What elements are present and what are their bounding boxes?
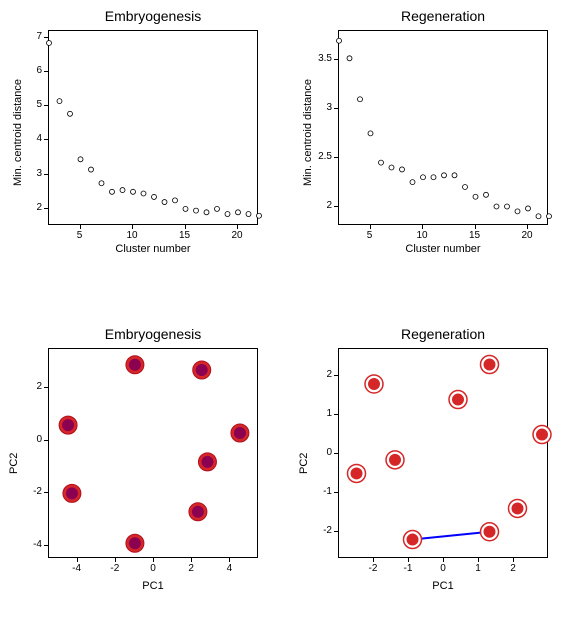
y-tick bbox=[334, 206, 338, 207]
y-tick bbox=[334, 157, 338, 158]
ylabel-tr: Min. centroid distance bbox=[302, 66, 314, 186]
x-tick-label: 4 bbox=[214, 563, 244, 574]
y-tick bbox=[334, 414, 338, 415]
x-tick bbox=[370, 225, 371, 229]
x-tick-label: 2 bbox=[176, 563, 206, 574]
y-tick bbox=[334, 453, 338, 454]
y-tick bbox=[44, 174, 48, 175]
plot-tr bbox=[338, 30, 548, 225]
x-tick bbox=[408, 558, 409, 562]
y-tick-label: -1 bbox=[306, 486, 332, 497]
x-tick bbox=[80, 225, 81, 229]
y-tick bbox=[44, 71, 48, 72]
x-tick bbox=[77, 558, 78, 562]
y-tick bbox=[334, 492, 338, 493]
x-tick-label: -1 bbox=[393, 563, 423, 574]
x-tick-label: 1 bbox=[463, 563, 493, 574]
y-tick-label: 2 bbox=[16, 381, 42, 392]
y-tick-label: 0 bbox=[16, 434, 42, 445]
figure-grid: Embryogenesis Min. centroid distance Clu… bbox=[0, 0, 581, 626]
plot-br bbox=[338, 348, 548, 558]
x-tick-label: 15 bbox=[460, 230, 490, 241]
xlabel-bl: PC1 bbox=[48, 580, 258, 592]
plot-svg-bl bbox=[49, 349, 259, 559]
x-tick-label: -2 bbox=[100, 563, 130, 574]
y-tick-label: 2.5 bbox=[306, 151, 332, 162]
plot-svg-br bbox=[339, 349, 549, 559]
x-tick bbox=[132, 225, 133, 229]
x-tick-label: 10 bbox=[117, 230, 147, 241]
x-tick-label: 20 bbox=[222, 230, 252, 241]
x-tick bbox=[475, 225, 476, 229]
x-tick bbox=[153, 558, 154, 562]
x-tick-label: 0 bbox=[138, 563, 168, 574]
y-tick-label: 0 bbox=[306, 447, 332, 458]
chart-title-br: Regeneration bbox=[338, 326, 548, 342]
y-tick-label: -2 bbox=[16, 486, 42, 497]
y-tick-label: 5 bbox=[16, 99, 42, 110]
x-tick bbox=[185, 225, 186, 229]
x-tick-label: 20 bbox=[512, 230, 542, 241]
x-tick-label: 15 bbox=[170, 230, 200, 241]
x-tick-label: 10 bbox=[407, 230, 437, 241]
y-tick-label: 2 bbox=[16, 202, 42, 213]
y-tick-label: 1 bbox=[306, 408, 332, 419]
chart-title-tr: Regeneration bbox=[338, 8, 548, 24]
y-tick-label: 2 bbox=[306, 200, 332, 211]
chart-title-bl: Embryogenesis bbox=[48, 326, 258, 342]
xlabel-tr: Cluster number bbox=[338, 243, 548, 255]
y-tick bbox=[44, 139, 48, 140]
plot-svg-tl bbox=[49, 31, 259, 226]
y-tick-label: 6 bbox=[16, 65, 42, 76]
y-tick bbox=[44, 545, 48, 546]
x-tick bbox=[115, 558, 116, 562]
y-tick bbox=[44, 492, 48, 493]
y-tick-label: -4 bbox=[16, 539, 42, 550]
x-tick bbox=[527, 225, 528, 229]
y-tick-label: 3.5 bbox=[306, 53, 332, 64]
y-tick bbox=[44, 37, 48, 38]
plot-svg-tr bbox=[339, 31, 549, 226]
y-tick bbox=[334, 375, 338, 376]
x-tick-label: 5 bbox=[65, 230, 95, 241]
x-tick-label: 0 bbox=[428, 563, 458, 574]
y-tick-label: 3 bbox=[16, 168, 42, 179]
y-tick-label: 7 bbox=[16, 31, 42, 42]
x-tick-label: -2 bbox=[358, 563, 388, 574]
x-tick bbox=[191, 558, 192, 562]
chart-title-tl: Embryogenesis bbox=[48, 8, 258, 24]
x-tick bbox=[373, 558, 374, 562]
x-tick-label: 2 bbox=[498, 563, 528, 574]
y-tick-label: -2 bbox=[306, 525, 332, 536]
y-tick bbox=[44, 440, 48, 441]
y-tick-label: 3 bbox=[306, 102, 332, 113]
plot-tl bbox=[48, 30, 258, 225]
x-tick bbox=[229, 558, 230, 562]
xlabel-br: PC1 bbox=[338, 580, 548, 592]
y-tick bbox=[44, 387, 48, 388]
y-tick-label: 2 bbox=[306, 369, 332, 380]
xlabel-tl: Cluster number bbox=[48, 243, 258, 255]
x-tick bbox=[443, 558, 444, 562]
plot-bl bbox=[48, 348, 258, 558]
x-tick bbox=[237, 225, 238, 229]
x-tick-label: 5 bbox=[355, 230, 385, 241]
y-tick-label: 4 bbox=[16, 133, 42, 144]
y-tick bbox=[334, 59, 338, 60]
y-tick bbox=[334, 531, 338, 532]
y-tick bbox=[334, 108, 338, 109]
x-tick bbox=[478, 558, 479, 562]
y-tick bbox=[44, 208, 48, 209]
x-tick bbox=[513, 558, 514, 562]
y-tick bbox=[44, 105, 48, 106]
x-tick-label: -4 bbox=[62, 563, 92, 574]
x-tick bbox=[422, 225, 423, 229]
